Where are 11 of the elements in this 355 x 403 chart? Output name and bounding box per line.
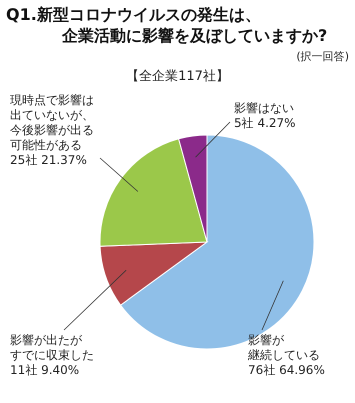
slice-label: 現時点で影響は出ていないが、今後影響が出る可能性がある	[10, 93, 94, 152]
data-label: 11社 9.40%	[10, 363, 80, 377]
data-label: 25社 21.37%	[10, 153, 87, 167]
slice-label: 影響が継続している	[247, 333, 320, 362]
slice-label: 影響が出たがすでに収束した	[10, 333, 94, 362]
chart-title: Q1.新型コロナウイルスの発生は、企業活動に影響を及ぼしていますか?	[6, 5, 328, 45]
slice-label: 影響はない	[234, 101, 294, 115]
text: (択一回答)	[296, 50, 349, 63]
data-label: 76社 64.96%	[248, 363, 325, 377]
data-label: 5社 4.27%	[234, 116, 296, 130]
chart-subtitle: 【全企業117社】	[126, 69, 229, 84]
